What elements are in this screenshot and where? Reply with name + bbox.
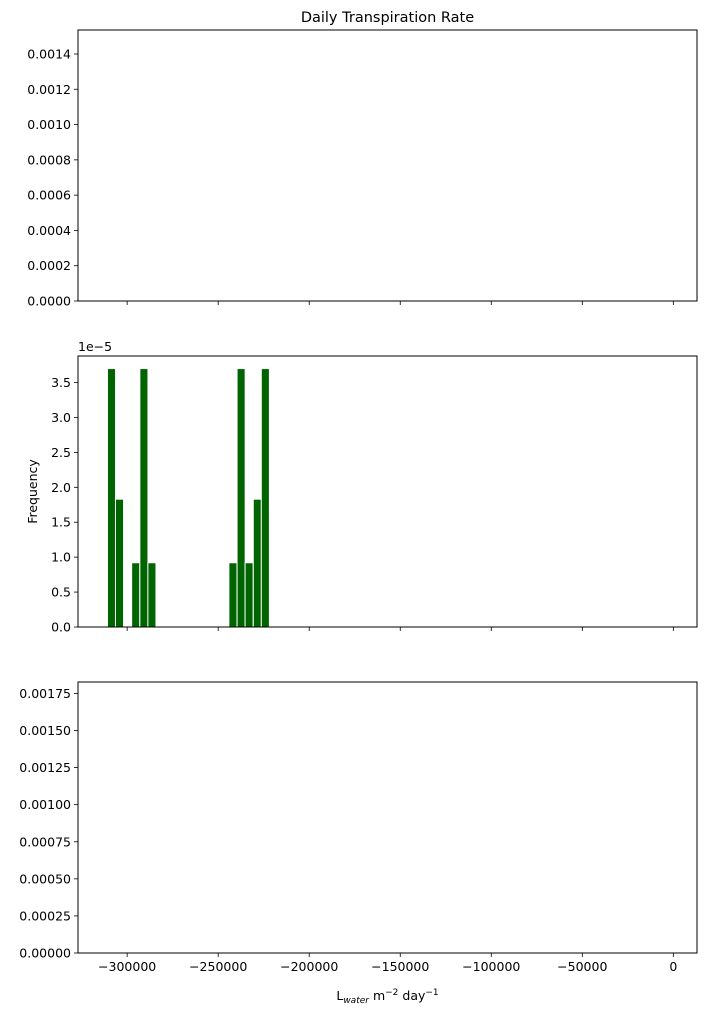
x-tick-label: −200000 [280,959,338,974]
histogram-bar [228,562,238,628]
plot-frame [77,29,698,302]
y-tick-label: 0.00150 [19,723,71,738]
plot-frame [77,681,698,954]
y-tick-label: 0.5 [51,585,71,600]
histogram-bar [114,498,125,628]
x-tick-label: −250000 [189,959,247,974]
y-tick-label: 2.5 [51,445,71,460]
y-tick-label: 0.00100 [19,797,71,812]
histogram-bar [131,562,141,628]
histogram-bar [260,368,270,628]
histogram-bar [244,562,254,628]
x-axis-label: Lwater m−2 day−1 [336,988,438,1006]
y-tick-label: 2.0 [51,480,71,495]
panel-top: 0.0000 0.0002 0.0004 0.0006 0.0008 0.0010 0.00… [27,29,698,309]
y-tick-label: 0.0008 [27,152,71,167]
y-tick-label: 0.0 [51,620,71,635]
histogram-bar [139,368,149,628]
x-tick-label: −100000 [462,959,520,974]
y-tick-label: 0.00025 [19,908,71,923]
y-tick-label: 0.00075 [19,834,71,849]
histogram-bar [236,368,246,628]
y-tick-label: 0.0014 [27,46,71,61]
y-tick-label: 3.0 [51,410,71,425]
x-tick-label: −150000 [371,959,429,974]
y-tick-label: 3.5 [51,375,71,390]
x-tick-label: −300000 [98,959,156,974]
y-tick-label: 0.0004 [27,223,71,238]
y-tick-label: 0.0006 [27,188,71,203]
y-tick-label: 0.0010 [27,117,71,132]
histogram-bar [252,498,262,628]
y-tick-label: 0.0000 [27,294,71,309]
y-offset-text: 1e−5 [78,339,112,354]
y-tick-label: 0.00175 [19,686,71,701]
x-tick-label: 0 [669,959,677,974]
y-tick-label: 0.00000 [19,946,71,961]
y-axis-label: Frequency [25,459,40,524]
y-tick-label: 1.5 [51,515,71,530]
y-tick-label: 0.00050 [19,871,71,886]
y-tick-label: 1.0 [51,550,71,565]
histogram-bar [147,562,157,628]
y-tick-label: 0.0002 [27,258,71,273]
y-tick-label: 0.00125 [19,760,71,775]
panel-middle: 0.0 0.5 1.0 1.5 2.0 2.5 3.0 3.5 1e−5 Frequency [25,339,698,635]
y-tick-label: 0.0012 [27,82,71,97]
plot-frame [77,355,698,628]
x-tick-label: −50000 [557,959,607,974]
chart-title: Daily Transpiration Rate [301,10,474,26]
panel-bottom: 0.00000 0.00025 0.00050 0.00075 0.00100 0.001… [19,681,698,974]
histogram-bar [106,368,117,628]
